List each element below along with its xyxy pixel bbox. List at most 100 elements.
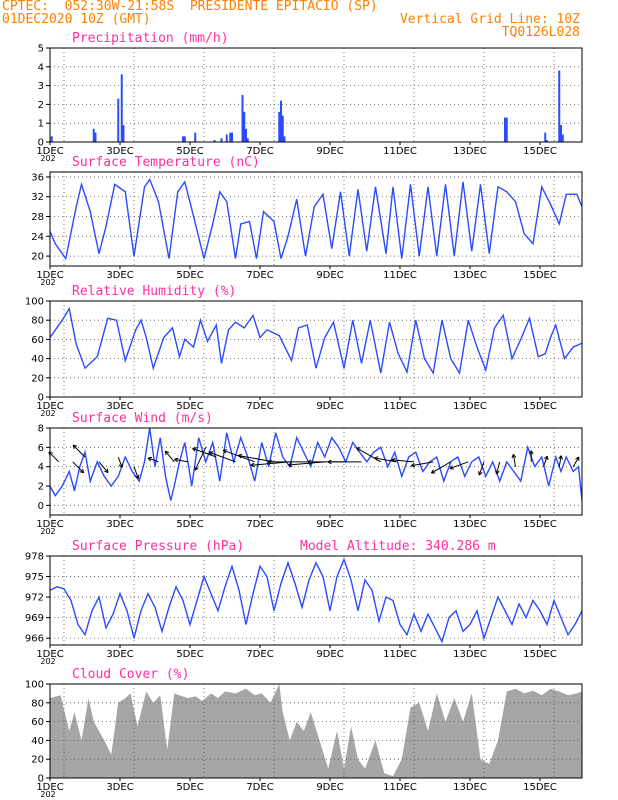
- y-tick-label: 6: [38, 443, 44, 454]
- precip-bar: [50, 136, 53, 142]
- y-tick-label: 80: [31, 698, 44, 709]
- panel-title: Surface Temperature (nC): [72, 155, 260, 170]
- y-tick-label: 20: [31, 252, 44, 263]
- wind-arrow-shaft: [133, 466, 139, 479]
- precip-bar: [283, 136, 286, 142]
- precip-bar: [505, 117, 508, 142]
- precip-bar: [120, 74, 123, 142]
- cloud-cover-area: [50, 684, 582, 778]
- wind-arrow-head: [558, 455, 563, 460]
- series-line: [49, 177, 583, 261]
- x-tick-label: 9DEC: [316, 146, 343, 157]
- wind-arrow-head: [118, 463, 124, 468]
- precip-bar: [561, 134, 564, 142]
- precip-bar: [280, 100, 282, 142]
- x-tick-label: 1DEC: [36, 401, 63, 412]
- x-tick-label: 13DEC: [453, 649, 487, 660]
- x-tick-label: 5DEC: [176, 782, 203, 793]
- y-tick-label: 32: [31, 192, 44, 203]
- wind-arrow-shaft: [174, 458, 189, 463]
- wind-arrow: [572, 456, 580, 467]
- precip-bar: [246, 138, 249, 142]
- wind-arrow-head: [194, 466, 199, 471]
- panel-1: 0 1 2 3 4 5 1DEC 3DEC 5DEC 7DEC 9DEC 11DEC 13DEC 15DE…: [36, 31, 583, 163]
- y-tick-label: 80: [31, 316, 44, 327]
- x-tick-label: 3DEC: [106, 649, 133, 660]
- wind-arrow: [267, 459, 308, 465]
- wind-arrow-shaft: [192, 447, 217, 458]
- header-station: CPTEC: 052:30W-21:58S PRESIDENTE EPITACI…: [2, 0, 378, 14]
- wind-arrow: [558, 455, 563, 467]
- wind-arrow-head: [288, 462, 293, 468]
- precip-bar: [213, 140, 216, 142]
- y-tick-label: 60: [31, 717, 44, 728]
- x-tick-label: 11DEC: [383, 519, 417, 530]
- wind-arrow-head: [222, 449, 228, 454]
- precip-bar: [558, 70, 561, 142]
- x-tick-label: 9DEC: [316, 519, 343, 530]
- series-line: [49, 306, 583, 375]
- x-tick-label: 5DEC: [176, 401, 203, 412]
- wind-arrow-shaft: [238, 455, 275, 463]
- wind-arrow-head: [449, 465, 454, 470]
- x-year-fragment: 202: [40, 657, 55, 666]
- y-tick-label: 4: [38, 462, 44, 473]
- y-tick-label: 60: [31, 335, 44, 346]
- x-tick-label: 15DEC: [523, 146, 557, 157]
- wind-arrow-shaft: [496, 461, 501, 475]
- precip-bar: [560, 125, 562, 142]
- x-tick-label: 13DEC: [453, 519, 487, 530]
- wind-arrow-head: [267, 459, 272, 465]
- wind-arrow: [72, 461, 85, 474]
- x-year-fragment: 202: [40, 278, 55, 287]
- wind-arrow-head: [430, 469, 436, 474]
- wind-arrow-head: [134, 474, 140, 479]
- header-datetime: 01DEC2020 10Z (GMT): [2, 12, 151, 27]
- wind-arrow-shaft: [449, 461, 469, 470]
- precip-bar: [281, 115, 284, 142]
- y-tick-label: 28: [31, 212, 44, 223]
- x-tick-label: 11DEC: [383, 782, 417, 793]
- plot-frame: [49, 555, 583, 646]
- x-tick-label: 3DEC: [106, 782, 133, 793]
- y-tick-label: 5: [38, 44, 44, 55]
- wind-arrow: [133, 466, 140, 479]
- y-tick-label: 36: [31, 172, 44, 183]
- x-tick-label: 5DEC: [176, 649, 203, 660]
- x-tick-label: 11DEC: [383, 270, 417, 281]
- wind-arrow-head: [511, 453, 517, 459]
- x-tick-label: 1DEC: [36, 146, 63, 157]
- precip-bar: [220, 138, 223, 142]
- wind-arrow-head: [104, 468, 109, 474]
- precip-bar: [241, 95, 244, 142]
- x-year-fragment: 202: [40, 527, 55, 536]
- wind-arrow-shaft: [431, 461, 451, 474]
- precip-bar: [92, 128, 95, 142]
- wind-arrow-head: [495, 469, 500, 475]
- wind-arrow-head: [250, 462, 255, 468]
- x-tick-label: 7DEC: [246, 401, 273, 412]
- wind-arrow: [511, 453, 517, 467]
- panel-title: Cloud Cover (%): [72, 667, 189, 682]
- wind-arrow-shaft: [164, 450, 175, 463]
- panel-3: 0 20 40 60 80 100 1DEC 3DEC 5DEC 7DEC 9DEC 11DEC 13D…: [25, 284, 583, 418]
- wind-arrow-head: [543, 455, 549, 461]
- plot-frame: [49, 47, 583, 143]
- precip-bar: [183, 136, 186, 142]
- wind-arrow: [327, 459, 362, 465]
- y-tick-label: 0: [38, 138, 44, 149]
- x-tick-label: 15DEC: [523, 649, 557, 660]
- series-line: [49, 557, 583, 644]
- wind-arrow-head: [79, 468, 85, 474]
- x-tick-label: 1DEC: [36, 649, 63, 660]
- wind-arrow-shaft: [72, 461, 84, 474]
- wind-arrow: [208, 451, 236, 463]
- wind-arrow-shaft: [288, 461, 325, 466]
- wind-arrow: [478, 461, 485, 476]
- precip-bar: [243, 111, 246, 142]
- x-tick-label: 15DEC: [523, 401, 557, 412]
- wind-arrow-shaft: [98, 461, 109, 473]
- y-tick-label: 100: [25, 297, 44, 308]
- x-tick-label: 9DEC: [316, 270, 343, 281]
